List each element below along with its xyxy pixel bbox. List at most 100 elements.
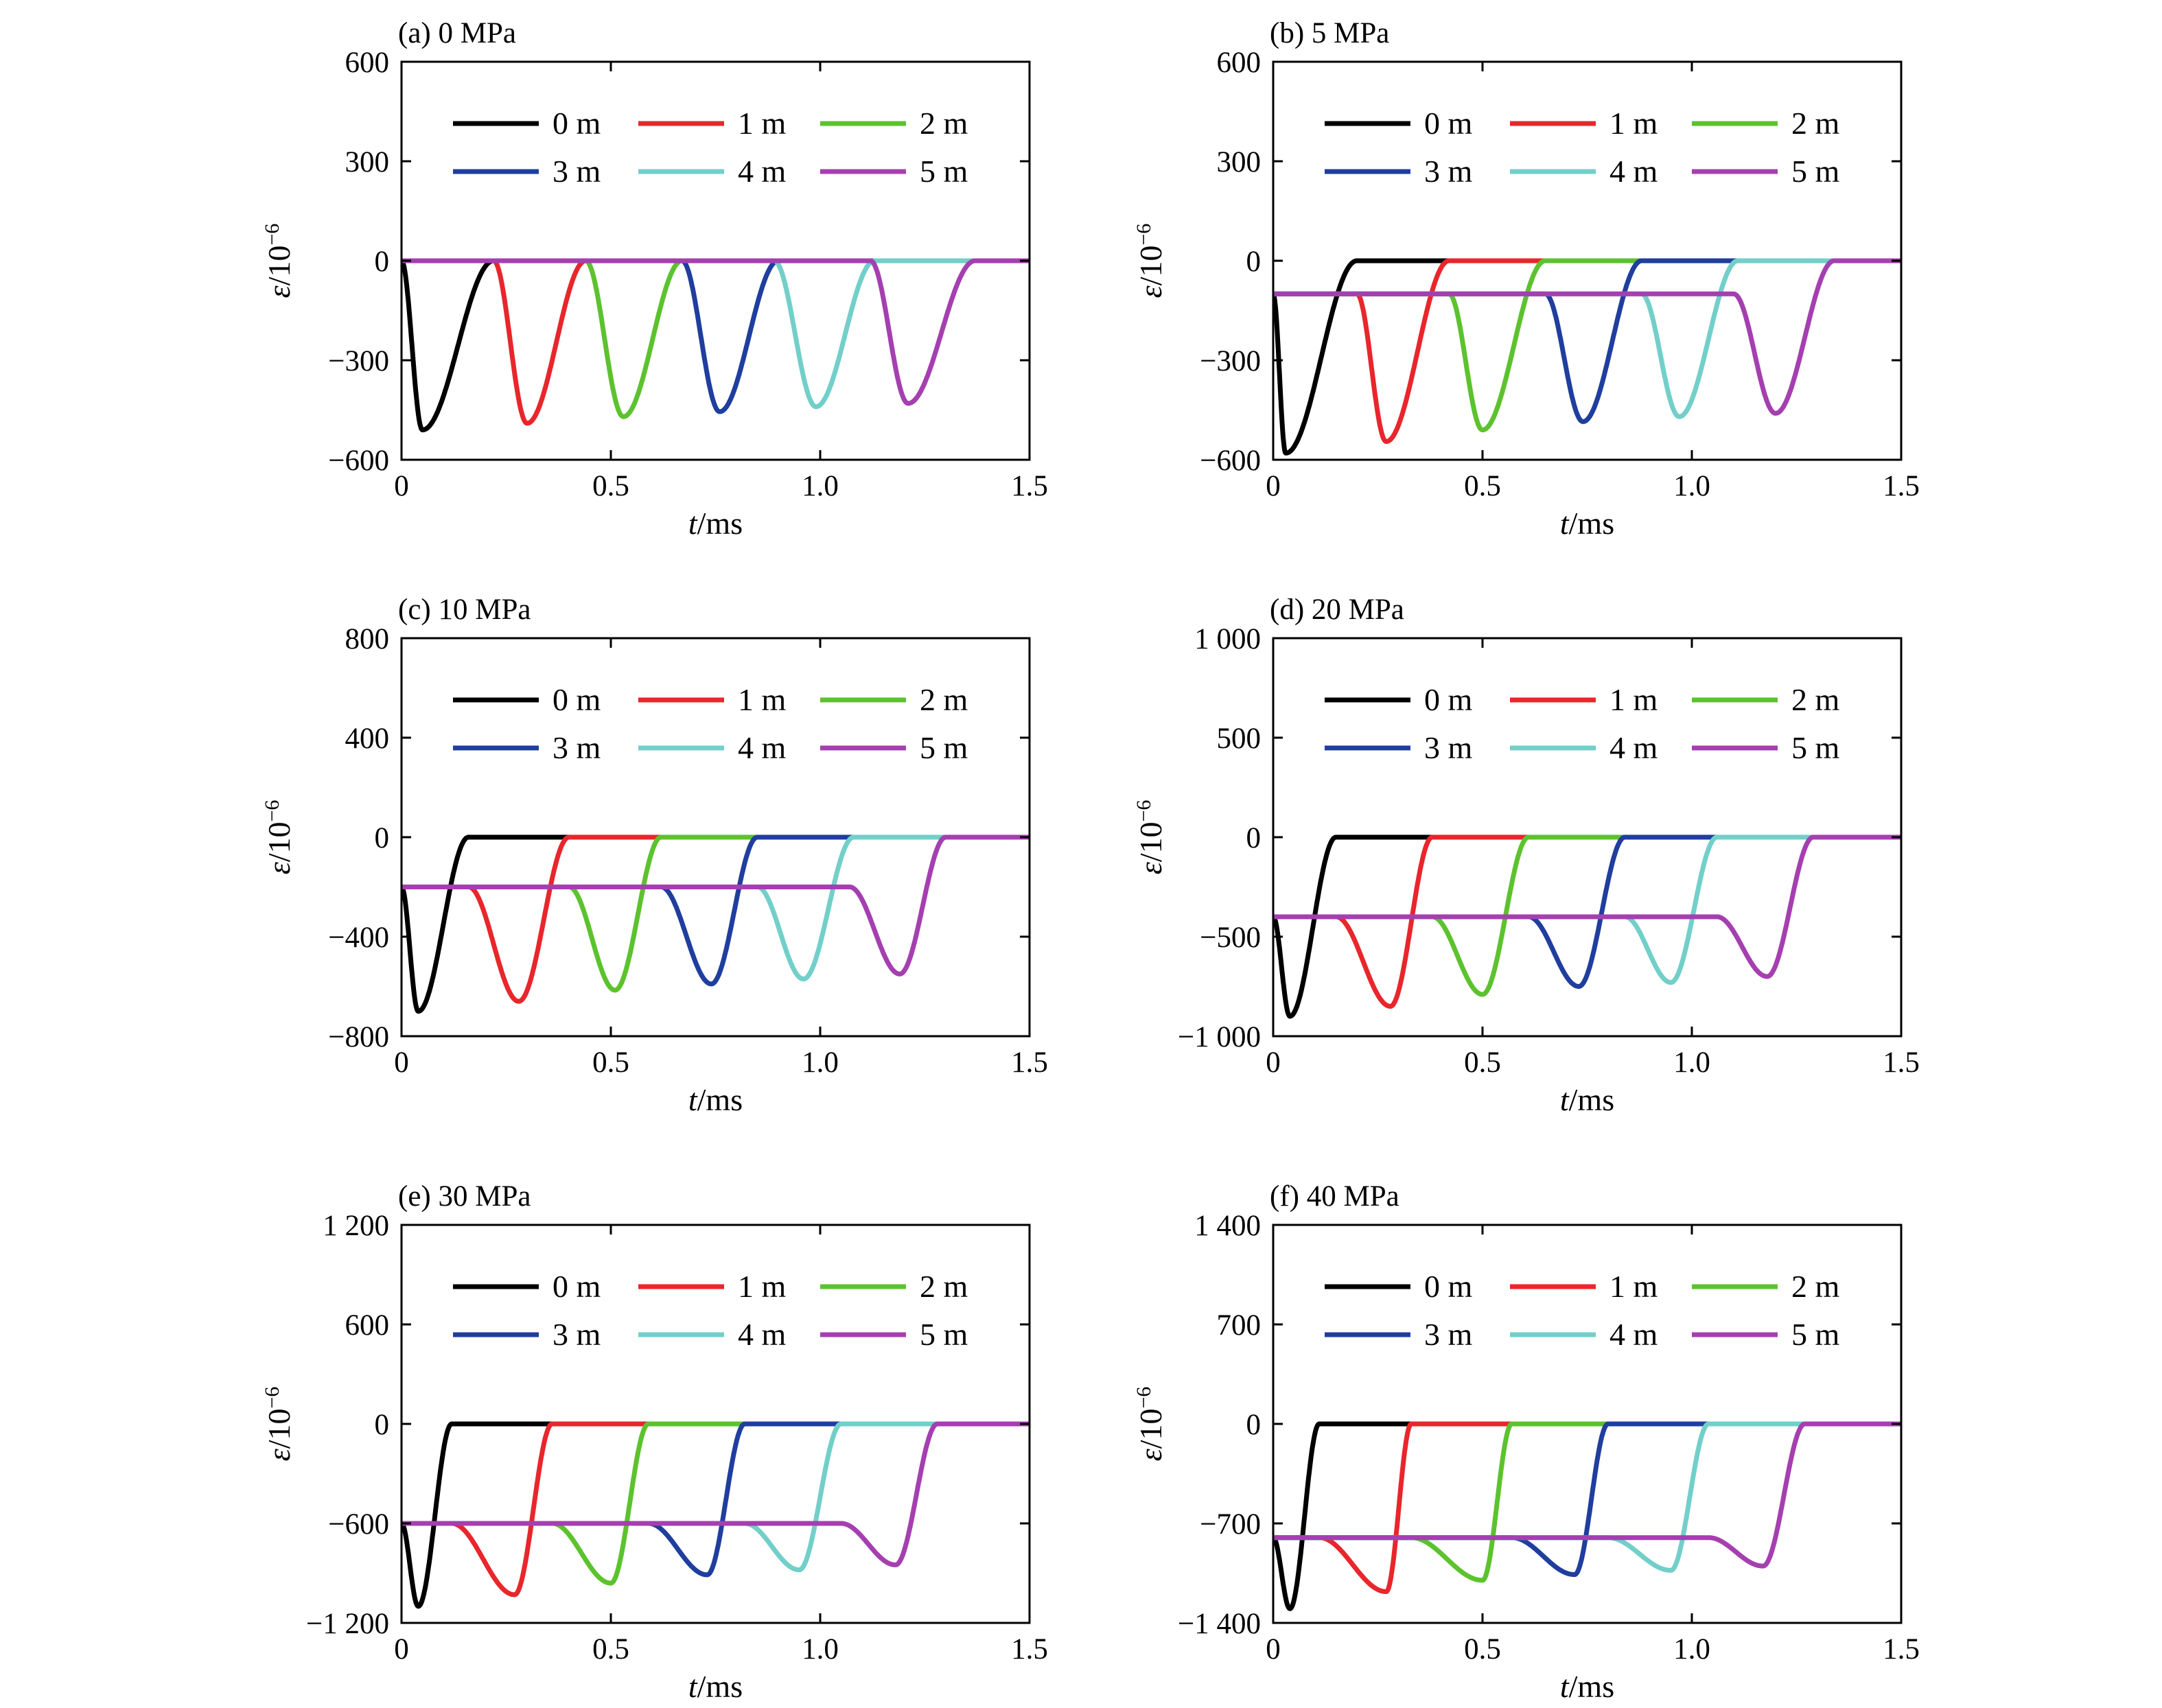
y-axis-symbol: ε (261, 285, 297, 298)
y-axis-symbol: ε (1133, 861, 1168, 874)
y-axis-base: /10 (261, 246, 297, 286)
x-tick-label: 0.5 (592, 470, 629, 502)
y-tick-label: 500 (1217, 723, 1262, 755)
y-tick-label: 700 (1217, 1309, 1262, 1342)
series-line (1273, 258, 1901, 456)
y-tick-label: 1 400 (1194, 1210, 1261, 1242)
legend-label: 2 m (920, 1269, 968, 1304)
legend-label: 0 m (553, 682, 601, 717)
y-axis-label: ε/10−6 (261, 800, 297, 875)
x-tick-label: 1.0 (802, 1633, 839, 1665)
x-tick-label: 1.5 (1011, 1633, 1048, 1665)
y-tick-label: 0 (1246, 1409, 1262, 1441)
legend-label: 3 m (1424, 154, 1473, 189)
x-axis-label: t/ms (688, 506, 743, 541)
legend-label: 3 m (553, 154, 601, 189)
y-axis-symbol: ε (1133, 1448, 1168, 1461)
series-line (402, 1421, 1030, 1578)
x-tick-label: 0 (1266, 1633, 1281, 1665)
y-tick-label: 400 (345, 723, 390, 755)
series-line (402, 258, 1030, 414)
series-line (1273, 258, 1901, 444)
series-line (1273, 1421, 1901, 1578)
x-tick-label: 1.5 (1011, 470, 1048, 502)
y-tick-label: 1 000 (1194, 623, 1261, 655)
legend-label: 3 m (1424, 1317, 1473, 1352)
legend-label: 1 m (1609, 682, 1658, 717)
legend-label: 0 m (1424, 106, 1473, 141)
legend-label: 4 m (1609, 1317, 1658, 1352)
y-tick-label: −600 (1200, 445, 1261, 477)
legend-label: 5 m (920, 730, 968, 765)
y-axis-base: /10 (1133, 246, 1168, 286)
chart-panel: (c) 10 MPa 0 0.5 1.0 1.5 −800 −400 0 400 800 t/ms ε… (261, 594, 1048, 1117)
y-axis-label: ε/10−6 (1132, 800, 1168, 875)
x-axis-label: t/ms (1560, 506, 1614, 541)
panel-title: (f) 40 MPa (1270, 1180, 1399, 1213)
series-line (402, 834, 1030, 976)
y-axis-label: ε/10−6 (261, 1387, 297, 1462)
x-tick-label: 0 (394, 470, 409, 502)
chart-panel: (e) 30 MPa 0 0.5 1.0 1.5 −1 200 −600 0 600 1 200 t… (261, 1180, 1048, 1704)
y-tick-label: 0 (1246, 246, 1262, 278)
series-line (1273, 1421, 1901, 1569)
legend-label: 2 m (1791, 682, 1840, 717)
y-tick-label: −800 (328, 1021, 389, 1053)
legend-label: 0 m (553, 106, 601, 141)
series-line (1273, 258, 1901, 416)
series-line (1273, 1421, 1901, 1594)
x-axis-symbol: t (1560, 1669, 1570, 1704)
legend-label: 2 m (1791, 1269, 1840, 1304)
x-tick-label: 0.5 (1464, 470, 1501, 502)
x-axis-symbol: t (688, 506, 698, 541)
legend-label: 5 m (920, 1317, 968, 1352)
series-line (1273, 1421, 1901, 1573)
legend-label: 3 m (1424, 730, 1473, 765)
chart-panel: (f) 40 MPa 0 0.5 1.0 1.5 −1 400 −700 0 700 1 400 t… (1132, 1180, 1920, 1704)
legend-label: 2 m (920, 682, 968, 717)
y-tick-label: −600 (328, 445, 389, 477)
legend-label: 3 m (553, 1317, 601, 1352)
y-axis-symbol: ε (1133, 285, 1168, 298)
x-axis-label: t/ms (688, 1669, 743, 1704)
x-axis-label: t/ms (688, 1082, 743, 1117)
x-tick-label: 0 (394, 1633, 409, 1665)
y-tick-label: 300 (345, 146, 390, 178)
x-tick-label: 1.5 (1883, 1046, 1920, 1079)
y-tick-label: −1 400 (1178, 1608, 1261, 1640)
y-axis-exponent: −6 (1132, 224, 1155, 246)
y-tick-label: 600 (1217, 47, 1262, 79)
x-axis-symbol: t (1560, 1082, 1570, 1117)
x-tick-label: 0 (394, 1046, 409, 1079)
x-tick-label: 1.0 (802, 470, 839, 502)
panel-title: (e) 30 MPa (398, 1180, 531, 1213)
legend-label: 1 m (1609, 1269, 1658, 1304)
y-tick-label: 600 (345, 47, 390, 79)
series-line (1273, 834, 1901, 985)
y-axis-base: /10 (261, 1409, 297, 1449)
x-axis-label: t/ms (1560, 1669, 1614, 1704)
legend-label: 3 m (553, 730, 601, 765)
y-axis-base: /10 (1133, 1409, 1168, 1449)
x-tick-label: 0.5 (592, 1046, 629, 1079)
y-tick-label: −300 (1200, 345, 1261, 377)
x-axis-symbol: t (688, 1082, 698, 1117)
y-tick-label: −400 (328, 922, 389, 954)
legend-label: 0 m (553, 1269, 601, 1304)
legend-label: 1 m (738, 106, 787, 141)
y-tick-label: −500 (1200, 922, 1261, 954)
y-tick-label: 800 (345, 623, 390, 655)
panel-title: (c) 10 MPa (398, 594, 531, 626)
legend-label: 2 m (1791, 106, 1840, 141)
chart-panel: (d) 20 MPa 0 0.5 1.0 1.5 −1 000 −500 0 500 1 000 t… (1132, 594, 1920, 1117)
legend-label: 1 m (738, 682, 787, 717)
legend-label: 4 m (738, 730, 787, 765)
y-tick-label: 0 (1246, 822, 1262, 854)
y-tick-label: 0 (375, 1409, 390, 1441)
x-tick-label: 0.5 (592, 1633, 629, 1665)
legend-label: 4 m (738, 1317, 787, 1352)
y-tick-label: −700 (1200, 1508, 1261, 1541)
